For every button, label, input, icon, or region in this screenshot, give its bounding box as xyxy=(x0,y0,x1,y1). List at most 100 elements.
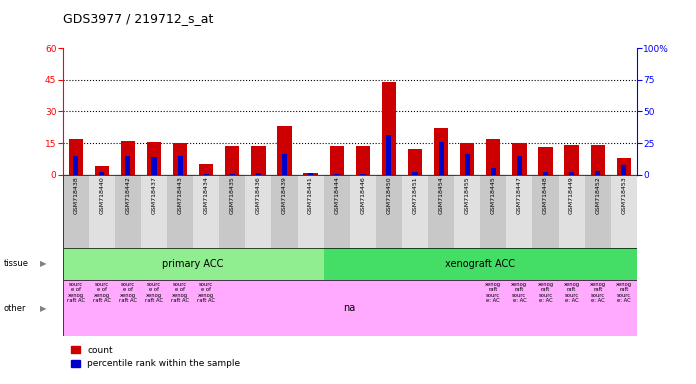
Text: xenograft ACC: xenograft ACC xyxy=(445,259,515,269)
Bar xyxy=(402,175,428,248)
Bar xyxy=(491,168,496,175)
Text: tissue: tissue xyxy=(3,260,29,268)
Bar xyxy=(230,174,235,175)
Bar xyxy=(543,172,548,175)
Text: GSM718445: GSM718445 xyxy=(491,176,496,214)
Bar xyxy=(89,280,115,336)
Bar xyxy=(152,157,157,175)
Bar xyxy=(282,154,287,175)
Text: other: other xyxy=(3,304,26,313)
Bar xyxy=(271,175,298,248)
Text: GSM718438: GSM718438 xyxy=(73,176,78,214)
Bar xyxy=(73,156,78,175)
Bar xyxy=(413,172,418,175)
Text: GSM718441: GSM718441 xyxy=(308,176,313,214)
Bar xyxy=(277,126,292,175)
Bar xyxy=(532,280,559,336)
Text: GSM718446: GSM718446 xyxy=(361,176,365,214)
Text: GSM718452: GSM718452 xyxy=(595,176,600,214)
Bar xyxy=(611,175,637,248)
Bar xyxy=(177,156,182,175)
Text: GSM718449: GSM718449 xyxy=(569,176,574,214)
Bar xyxy=(454,175,480,248)
Text: GSM718436: GSM718436 xyxy=(256,176,261,214)
Bar xyxy=(167,280,193,336)
Bar xyxy=(438,142,443,175)
Bar xyxy=(324,175,350,248)
Text: sourc
e of
xenog
raft AC: sourc e of xenog raft AC xyxy=(93,282,111,303)
Text: xenog
raft
sourc
e: AC: xenog raft sourc e: AC xyxy=(564,282,580,303)
Text: GSM718454: GSM718454 xyxy=(438,176,443,214)
Bar xyxy=(68,139,83,175)
Bar xyxy=(245,175,271,248)
Bar xyxy=(585,280,611,336)
Legend: count, percentile rank within the sample: count, percentile rank within the sample xyxy=(67,342,244,372)
Bar xyxy=(538,147,553,175)
Bar xyxy=(193,175,219,248)
Bar xyxy=(611,280,637,336)
Bar xyxy=(376,175,402,248)
Text: xenog
raft
sourc
e: AC: xenog raft sourc e: AC xyxy=(537,282,553,303)
Bar xyxy=(173,143,187,175)
Bar xyxy=(204,174,209,175)
Bar xyxy=(298,175,324,248)
Bar xyxy=(120,141,135,175)
Text: na: na xyxy=(344,303,356,313)
Bar xyxy=(219,175,245,248)
Text: GSM718434: GSM718434 xyxy=(204,176,209,214)
Bar xyxy=(199,164,214,175)
Text: GSM718450: GSM718450 xyxy=(386,176,391,214)
Bar xyxy=(408,149,422,175)
Text: GSM718455: GSM718455 xyxy=(465,176,470,214)
Bar xyxy=(334,174,339,175)
Bar xyxy=(532,175,559,248)
Text: GSM718451: GSM718451 xyxy=(413,176,418,214)
Text: ▶: ▶ xyxy=(40,260,46,268)
Text: GSM718440: GSM718440 xyxy=(100,176,104,214)
Bar xyxy=(251,146,266,175)
Text: GSM718437: GSM718437 xyxy=(152,176,157,214)
Bar xyxy=(141,175,167,248)
Text: ▶: ▶ xyxy=(40,304,46,313)
Text: xenog
raft
sourc
e: AC: xenog raft sourc e: AC xyxy=(616,282,632,303)
Bar xyxy=(356,146,370,175)
Bar xyxy=(381,82,396,175)
Text: GSM718439: GSM718439 xyxy=(282,176,287,214)
Text: sourc
e of
xenog
raft AC: sourc e of xenog raft AC xyxy=(197,282,215,303)
Text: GSM718447: GSM718447 xyxy=(517,176,522,214)
Bar xyxy=(308,173,313,175)
Bar xyxy=(115,280,141,336)
Text: sourc
e of
xenog
raft AC: sourc e of xenog raft AC xyxy=(119,282,137,303)
Bar xyxy=(460,143,475,175)
Bar xyxy=(386,136,391,175)
Text: primary ACC: primary ACC xyxy=(162,259,224,269)
Bar xyxy=(564,145,579,175)
Bar xyxy=(428,175,454,248)
Bar xyxy=(115,175,141,248)
Bar xyxy=(465,154,470,175)
Bar xyxy=(63,248,324,280)
Bar xyxy=(63,175,89,248)
Text: sourc
e of
xenog
raft AC: sourc e of xenog raft AC xyxy=(171,282,189,303)
Bar xyxy=(480,175,507,248)
Bar xyxy=(558,175,585,248)
Bar xyxy=(517,156,522,175)
Bar xyxy=(125,156,130,175)
Text: xenog
raft
sourc
e: AC: xenog raft sourc e: AC xyxy=(590,282,606,303)
Bar xyxy=(329,146,344,175)
Bar xyxy=(558,280,585,336)
Bar xyxy=(324,248,637,280)
Bar xyxy=(95,166,109,175)
Bar xyxy=(617,158,631,175)
Bar xyxy=(585,175,611,248)
Bar xyxy=(256,174,261,175)
Bar xyxy=(167,175,193,248)
Bar xyxy=(225,146,239,175)
Text: GSM718443: GSM718443 xyxy=(177,176,182,214)
Bar xyxy=(361,174,365,175)
Bar xyxy=(622,165,626,175)
Text: xenog
raft
sourc
e: AC: xenog raft sourc e: AC xyxy=(512,282,528,303)
Text: GSM718442: GSM718442 xyxy=(125,176,130,214)
Text: sourc
e of
xenog
raft AC: sourc e of xenog raft AC xyxy=(67,282,85,303)
Bar xyxy=(141,280,167,336)
